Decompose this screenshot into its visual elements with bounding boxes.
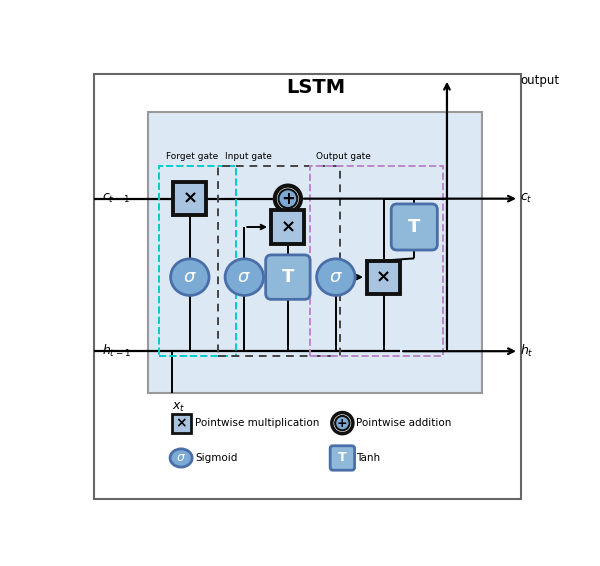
Text: output: output	[520, 74, 559, 87]
FancyBboxPatch shape	[330, 446, 355, 470]
Text: Output gate: Output gate	[316, 152, 371, 161]
Bar	[160, 166, 236, 355]
Bar	[172, 414, 191, 432]
Ellipse shape	[170, 259, 209, 295]
Text: ×: ×	[175, 416, 187, 430]
Ellipse shape	[225, 259, 263, 295]
Bar	[173, 182, 206, 215]
FancyBboxPatch shape	[266, 255, 310, 299]
Bar	[367, 260, 400, 294]
Text: Forget gate: Forget gate	[166, 152, 218, 161]
Text: ×: ×	[376, 268, 391, 286]
Bar	[271, 211, 304, 243]
Text: Pointwise multiplication: Pointwise multiplication	[195, 418, 319, 428]
Text: $h_t$: $h_t$	[520, 343, 534, 359]
Ellipse shape	[170, 449, 192, 467]
Circle shape	[278, 189, 298, 208]
Circle shape	[335, 416, 350, 430]
Text: T: T	[338, 452, 347, 465]
Ellipse shape	[317, 259, 355, 295]
Bar	[148, 112, 482, 393]
Text: T: T	[282, 268, 294, 286]
Circle shape	[275, 186, 301, 212]
Text: Sigmoid: Sigmoid	[195, 453, 238, 463]
Text: $c_{t-1}$: $c_{t-1}$	[102, 192, 130, 205]
Text: ×: ×	[182, 190, 197, 208]
Text: T: T	[408, 218, 421, 236]
Text: $\sigma$: $\sigma$	[238, 268, 251, 286]
Text: LSTM: LSTM	[287, 78, 346, 97]
Text: $h_{t-1}$: $h_{t-1}$	[102, 343, 131, 359]
Text: $\sigma$: $\sigma$	[329, 268, 343, 286]
Bar	[218, 166, 340, 355]
Text: $\sigma$: $\sigma$	[183, 268, 197, 286]
Circle shape	[332, 413, 353, 434]
Text: +: +	[281, 190, 295, 208]
Text: $x_t$: $x_t$	[172, 401, 186, 414]
Text: ×: ×	[280, 218, 295, 236]
Text: +: +	[337, 417, 347, 430]
Bar	[310, 166, 443, 355]
Text: $\sigma$: $\sigma$	[176, 452, 186, 465]
Text: $c_t$: $c_t$	[520, 192, 533, 205]
Text: Input gate: Input gate	[224, 152, 272, 161]
Text: Tanh: Tanh	[356, 453, 380, 463]
FancyBboxPatch shape	[391, 204, 437, 250]
Text: Pointwise addition: Pointwise addition	[356, 418, 452, 428]
